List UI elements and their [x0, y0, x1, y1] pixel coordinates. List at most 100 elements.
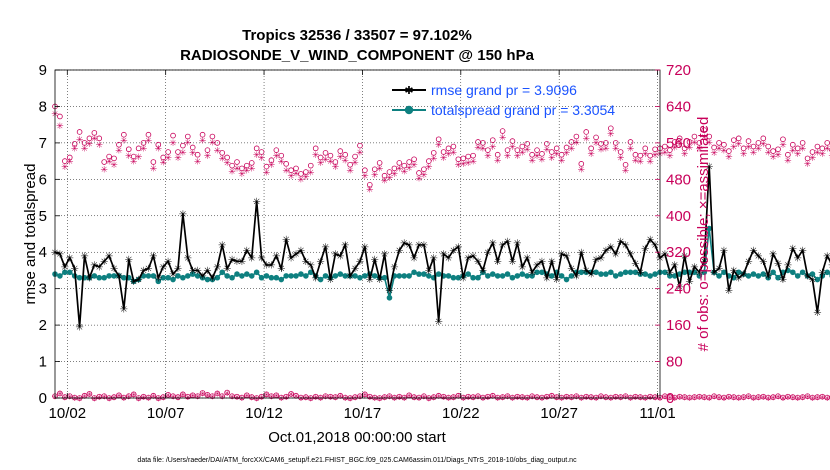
legend-rmse-label: rmse grand pr = 3.9096 — [431, 82, 577, 98]
totalspread-point — [91, 273, 98, 279]
rmse-point: ✳ — [90, 261, 98, 272]
obs-low-assimilated-point: ✳ — [312, 393, 319, 402]
obs-assimilated-point: ✳ — [105, 157, 113, 167]
rmse-point: ✳ — [720, 246, 728, 257]
y-right-tick-label: 560 — [666, 135, 691, 152]
rmse-point: ✳ — [346, 272, 354, 283]
rmse-point: ✳ — [562, 251, 570, 262]
obs-assimilated-point: ✳ — [804, 160, 812, 170]
obs-assimilated-point: ✳ — [617, 154, 625, 164]
rmse-point: ✳ — [154, 273, 162, 284]
y-left-tick-label: 4 — [39, 244, 47, 261]
obs-assimilated-point: ✳ — [214, 146, 222, 156]
obs-assimilated-point: ✳ — [86, 140, 94, 150]
totalspread-point — [411, 269, 417, 276]
totalspread-point — [790, 269, 796, 276]
obs-possible-point — [608, 125, 614, 132]
obs-low-assimilated-point: ✳ — [224, 389, 231, 398]
totalspread-point — [794, 273, 801, 279]
obs-possible-point — [337, 148, 344, 154]
obs-assimilated-point: ✳ — [582, 135, 590, 145]
rmse-point: ✳ — [130, 277, 138, 288]
totalspread-point — [612, 273, 619, 279]
totalspread-point — [534, 269, 540, 276]
obs-assimilated-point: ✳ — [819, 150, 827, 160]
obs-assimilated-point: ✳ — [302, 173, 310, 183]
totalspread-point — [489, 271, 496, 277]
obs-assimilated-point: ✳ — [361, 172, 369, 182]
obs-assimilated-point: ✳ — [209, 138, 217, 148]
totalspread-point — [386, 294, 393, 301]
obs-possible-point — [750, 143, 757, 150]
totalspread-point — [352, 273, 358, 279]
obs-assimilated-point: ✳ — [228, 167, 236, 177]
rmse-point: ✳ — [297, 246, 305, 257]
obs-low-assimilated-point: ✳ — [283, 393, 290, 402]
totalspread-point — [652, 271, 658, 277]
obs-possible-point — [563, 144, 570, 151]
obs-low-point — [130, 391, 137, 398]
obs-possible-point — [735, 135, 742, 142]
obs-low-point — [199, 390, 206, 396]
obs-low-assimilated-point: ✳ — [529, 392, 536, 401]
rmse-point: ✳ — [189, 266, 197, 277]
totalspread-point — [332, 273, 339, 279]
obs-assimilated-point: ✳ — [725, 153, 733, 163]
obs-assimilated-point: ✳ — [519, 148, 527, 158]
obs-assimilated-point: ✳ — [110, 161, 118, 171]
rmse-point: ✳ — [193, 266, 201, 277]
obs-low-point — [219, 393, 226, 399]
totalspread-point — [342, 273, 349, 279]
obs-possible-point — [691, 133, 698, 140]
rmse-point: ✳ — [749, 246, 757, 257]
rmse-point: ✳ — [700, 257, 708, 268]
obs-low-assimilated-point: ✳ — [671, 394, 678, 403]
obs-low-assimilated-point: ✳ — [780, 394, 787, 403]
rmse-point: ✳ — [56, 250, 64, 261]
rmse-point: ✳ — [321, 242, 329, 253]
rmse-point: ✳ — [430, 253, 438, 264]
totalspread-point — [480, 269, 486, 276]
rmse-point: ✳ — [680, 251, 688, 262]
obs-possible-point — [347, 161, 353, 168]
totalspread-point — [608, 269, 614, 276]
obs-possible-point — [130, 153, 137, 160]
x-axis-label: Oct.01,2018 00:00:00 start — [268, 429, 446, 446]
obs-low-point — [214, 390, 221, 397]
obs-assimilated-point: ✳ — [794, 150, 802, 160]
totalspread-point — [219, 269, 226, 276]
obs-assimilated-point: ✳ — [282, 167, 290, 177]
obs-possible-point — [116, 141, 122, 148]
rmse-point: ✳ — [85, 273, 93, 284]
obs-low-assimilated-point: ✳ — [307, 394, 314, 403]
rmse-point: ✳ — [248, 253, 256, 264]
obs-possible-point — [66, 154, 73, 161]
totalspread-point — [475, 274, 481, 281]
obs-possible-point — [435, 136, 442, 143]
obs-low-point — [111, 394, 117, 400]
obs-possible-point — [91, 130, 98, 136]
obs-assimilated-point: ✳ — [386, 174, 394, 184]
totalspread-point — [371, 273, 378, 279]
obs-possible-point — [327, 152, 334, 159]
rmse-point: ✳ — [159, 262, 167, 273]
totalspread-point — [509, 274, 516, 281]
obs-assimilated-point: ✳ — [622, 167, 630, 177]
totalspread-point — [224, 273, 230, 279]
obs-possible-point — [588, 145, 594, 152]
totalspread-point — [406, 273, 412, 279]
obs-assimilated-point: ✳ — [828, 152, 830, 162]
rmse-point: ✳ — [592, 255, 600, 266]
totalspread-point — [750, 271, 757, 277]
y-left-tick-label: 9 — [39, 62, 47, 79]
obs-assimilated-point: ✳ — [155, 145, 163, 155]
obs-possible-point — [775, 146, 781, 153]
obs-possible-point — [214, 140, 221, 146]
obs-assimilated-point: ✳ — [100, 166, 108, 176]
rmse-point: ✳ — [115, 272, 123, 283]
obs-assimilated-point: ✳ — [400, 167, 408, 177]
rmse-point: ✳ — [169, 270, 177, 281]
rmse-point: ✳ — [425, 266, 433, 277]
totalspread-point — [396, 273, 403, 279]
